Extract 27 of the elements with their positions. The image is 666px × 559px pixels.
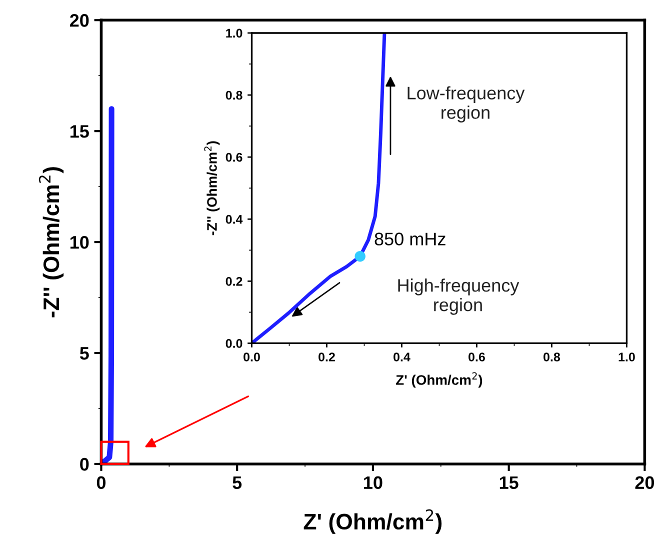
- y-axis-title: -Z'' (Ohm/cm$^{2}$): [38, 167, 64, 318]
- y-tick-label: 0: [80, 458, 89, 471]
- annotation: High-frequency region: [398, 278, 520, 315]
- y-tick-label: 20: [70, 14, 89, 27]
- y-tick-label: 0.2: [226, 276, 242, 286]
- annotation: Low-frequency region: [408, 86, 525, 122]
- x-axis-title: Z' (Ohm/cm$^{2}$): [304, 509, 442, 534]
- y-tick-label: 0.0: [226, 339, 242, 348]
- x-tick-label: 0.0: [244, 352, 260, 362]
- y-axis-title: -Z'' (Ohm/cm$^{2}$): [204, 141, 220, 236]
- y-tick-label: 15: [70, 125, 89, 138]
- y-tick-label: 0.8: [226, 90, 242, 100]
- y-tick-label: 10: [70, 236, 89, 249]
- x-tick-label: 0.2: [318, 352, 335, 362]
- annotation: 850 mHz: [374, 232, 446, 246]
- x-tick-label: 10: [364, 476, 382, 490]
- y-tick-label: 1.0: [226, 28, 242, 38]
- x-tick-label: 1.0: [618, 352, 635, 362]
- y-tick-label: 0.6: [226, 152, 242, 162]
- x-tick-label: 0: [96, 476, 106, 490]
- x-tick-label: 0.8: [544, 352, 560, 362]
- y-tick-label: 0.4: [226, 214, 243, 224]
- x-tick-label: 15: [500, 476, 518, 490]
- x-axis-title: Z' (Ohm/cm$^{2}$): [396, 372, 482, 388]
- x-tick-label: 20: [635, 476, 654, 490]
- x-tick-label: 0.6: [468, 352, 485, 362]
- x-tick-label: 0.4: [394, 352, 410, 362]
